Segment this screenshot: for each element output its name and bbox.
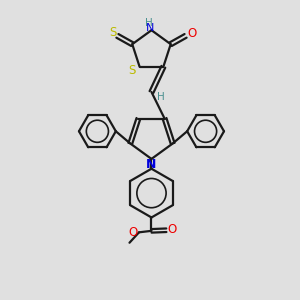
- Text: S: S: [128, 64, 136, 77]
- Text: O: O: [128, 226, 138, 239]
- Text: N: N: [146, 23, 154, 33]
- Text: N: N: [146, 158, 157, 171]
- Text: O: O: [187, 27, 196, 40]
- Text: O: O: [168, 223, 177, 236]
- Text: H: H: [145, 18, 153, 28]
- Text: H: H: [157, 92, 164, 101]
- Text: S: S: [109, 26, 116, 39]
